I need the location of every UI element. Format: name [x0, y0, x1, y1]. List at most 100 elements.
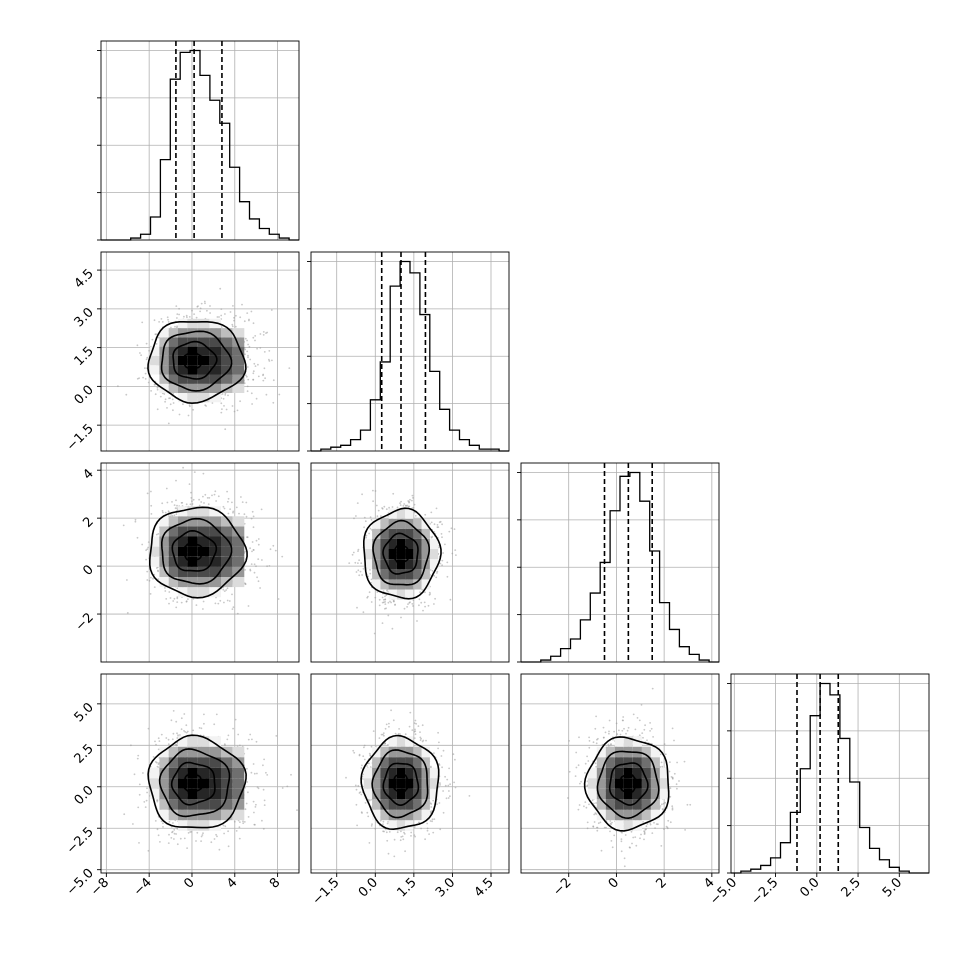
- scatter-point: [227, 500, 229, 503]
- density-cell: [159, 546, 169, 557]
- scatter-point: [362, 611, 365, 614]
- scatter-point: [147, 546, 150, 549]
- density-cell: [413, 579, 422, 590]
- scatter-point: [142, 376, 145, 379]
- density-cell: [150, 536, 160, 547]
- scatter-point: [130, 744, 132, 747]
- scatter-point: [169, 403, 172, 406]
- scatter-point: [261, 559, 263, 561]
- scatter-point: [256, 576, 258, 579]
- scatter-point: [187, 414, 190, 417]
- scatter-point: [176, 597, 179, 600]
- scatter-point: [191, 503, 194, 505]
- scatter-point: [252, 322, 255, 325]
- scatter-point: [431, 535, 434, 538]
- scatter-point: [215, 500, 218, 502]
- scatter-point: [144, 378, 147, 380]
- scatter-point: [236, 612, 239, 615]
- scatter-point: [442, 552, 444, 554]
- scatter-point: [218, 316, 220, 318]
- scatter-point: [399, 504, 402, 506]
- scatter-point: [252, 370, 255, 373]
- density-cell: [421, 569, 430, 580]
- scatter-point: [141, 321, 144, 324]
- histogram-panel-2: [517, 462, 720, 663]
- density-cell: [168, 516, 178, 527]
- scatter-point: [252, 372, 255, 375]
- scatter-point: [231, 593, 233, 596]
- histogram-step-line: [521, 471, 719, 663]
- scatter-point: [394, 604, 396, 606]
- density-cell: [405, 569, 414, 580]
- scatter-point: [208, 497, 211, 499]
- density-cell: [209, 365, 221, 375]
- scatter-point: [202, 495, 204, 498]
- scatter-point: [153, 586, 156, 588]
- scatter-point: [263, 351, 266, 353]
- density-cell: [159, 337, 169, 347]
- scatter-point: [453, 528, 456, 530]
- panel-content: [101, 252, 299, 451]
- contour-line: [161, 517, 233, 585]
- scatter-point: [252, 515, 255, 518]
- scatter-point: [351, 553, 354, 556]
- scatter-point: [188, 404, 191, 406]
- density-cell: [187, 546, 198, 557]
- scatter-point: [288, 367, 291, 369]
- density-cell: [187, 536, 198, 547]
- scatter-point: [217, 495, 220, 498]
- scatter-point: [247, 343, 250, 346]
- scatter-point: [264, 377, 266, 380]
- scatter-point: [139, 352, 141, 354]
- scatter-point: [227, 734, 230, 737]
- scatter-point: [255, 397, 258, 400]
- scatter-point: [252, 336, 255, 339]
- scatter-point: [146, 492, 149, 495]
- scatter-point: [200, 302, 203, 305]
- density-cell: [396, 549, 406, 560]
- scatter-point: [411, 499, 413, 502]
- scatter-point: [247, 378, 250, 381]
- scatter-point: [176, 601, 179, 603]
- contour-line: [382, 532, 419, 575]
- scatter-point: [247, 356, 249, 359]
- density-cell: [232, 365, 245, 375]
- scatter-point: [167, 422, 170, 425]
- density-cell: [178, 383, 188, 393]
- scatter-point: [140, 354, 143, 357]
- scatter-point: [233, 410, 236, 413]
- scatter-point: [153, 383, 156, 386]
- density-cell: [187, 587, 198, 598]
- scatter-point: [253, 362, 256, 365]
- scatter-point: [376, 591, 379, 593]
- scatter-point: [363, 526, 365, 529]
- density-cell: [168, 566, 178, 577]
- density-cell: [221, 516, 233, 527]
- scatter-point: [155, 533, 158, 536]
- contour-line: [160, 330, 233, 392]
- density-cell: [413, 569, 422, 580]
- scatter-point: [197, 305, 199, 307]
- scatter-point: [271, 359, 273, 362]
- scatter-point: [241, 303, 243, 306]
- density-cell: [405, 549, 414, 560]
- scatter-point: [430, 511, 433, 514]
- scatter-point: [246, 385, 249, 388]
- density-cell: [159, 556, 169, 567]
- scatter-point: [438, 521, 441, 524]
- density-cell: [421, 579, 430, 590]
- scatter-point: [370, 518, 373, 521]
- scatter-point: [372, 489, 374, 492]
- scatter-point: [233, 316, 235, 319]
- scatter-point: [216, 316, 219, 318]
- scatter-point: [198, 504, 201, 507]
- density-cell: [232, 536, 245, 547]
- scatter-point: [277, 598, 280, 600]
- scatter-point: [171, 501, 173, 503]
- scatter-point: [424, 513, 427, 516]
- density-cell: [187, 516, 198, 527]
- scatter-point: [238, 837, 241, 840]
- scatter-point: [384, 595, 386, 598]
- scatter-point: [412, 497, 414, 499]
- density-cell: [429, 559, 439, 570]
